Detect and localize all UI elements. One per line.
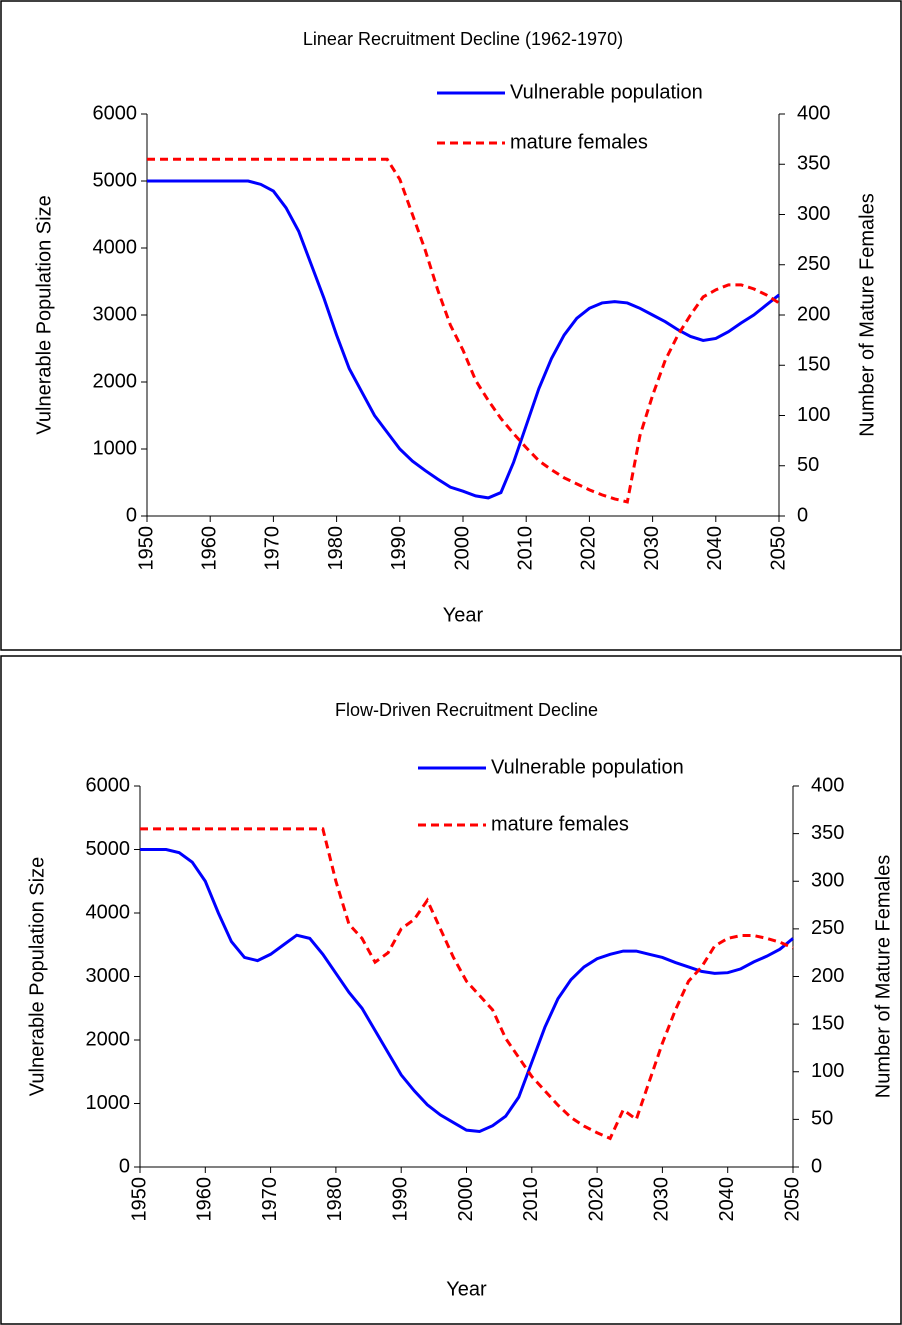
y2-tick-label: 100 — [797, 404, 830, 426]
x-tick-label: 2020 — [578, 526, 600, 571]
x-tick-label: 1970 — [262, 526, 284, 571]
y2-tick-label: 400 — [797, 102, 830, 124]
chart-title: Linear Recruitment Decline (1962-1970) — [303, 29, 623, 49]
series-line — [147, 157, 780, 504]
x-tick-label: 1970 — [259, 1177, 281, 1222]
legend-label: Vulnerable population — [510, 81, 703, 103]
y-tick-label: 1000 — [86, 1092, 131, 1114]
x-tick-label: 2010 — [520, 1177, 542, 1222]
x-tick-label: 2020 — [585, 1177, 607, 1222]
x-tick-label: 2050 — [781, 1177, 803, 1222]
y2-tick-label: 50 — [797, 454, 819, 476]
panel-border — [0, 0, 902, 651]
y2-tick-label: 400 — [811, 774, 844, 796]
x-axis-label: Year — [443, 604, 484, 626]
y2-tick-label: 300 — [811, 870, 844, 892]
y2-tick-label: 250 — [811, 917, 844, 939]
series-line — [140, 848, 794, 1133]
x-tick-label: 2050 — [767, 526, 789, 571]
x-tick-label: 2000 — [455, 1177, 477, 1222]
y2-tick-label: 350 — [811, 822, 844, 844]
x-tick-label: 1960 — [198, 526, 220, 571]
legend-label: Vulnerable population — [491, 756, 684, 778]
y2-axis-label: Number of Mature Females — [856, 193, 878, 436]
x-tick-label: 2030 — [641, 526, 663, 571]
x-tick-label: 1990 — [388, 526, 410, 571]
y2-tick-label: 300 — [797, 203, 830, 225]
x-tick-label: 2040 — [704, 526, 726, 571]
y2-tick-label: 350 — [797, 153, 830, 175]
y2-tick-label: 100 — [811, 1060, 844, 1082]
y-axis-label: Vulnerable Population Size — [33, 195, 55, 434]
x-tick-label: 1960 — [194, 1177, 216, 1222]
x-tick-label: 1950 — [128, 1177, 150, 1222]
x-tick-label: 1990 — [389, 1177, 411, 1222]
series-line — [147, 179, 780, 500]
y-tick-label: 2000 — [93, 370, 138, 392]
x-tick-label: 2040 — [716, 1177, 738, 1222]
y-tick-label: 2000 — [86, 1028, 131, 1050]
y-tick-label: 0 — [126, 504, 137, 526]
y2-tick-label: 250 — [797, 253, 830, 275]
x-tick-label: 2030 — [651, 1177, 673, 1222]
y2-tick-label: 50 — [811, 1108, 833, 1130]
y-tick-label: 3000 — [93, 303, 138, 325]
y-axis-label: Vulnerable Population Size — [26, 857, 48, 1096]
y-tick-label: 4000 — [93, 236, 138, 258]
y-tick-label: 5000 — [93, 169, 138, 191]
y2-tick-label: 150 — [797, 354, 830, 376]
y-tick-label: 5000 — [86, 838, 131, 860]
x-axis-label: Year — [446, 1278, 487, 1300]
legend-label: mature females — [510, 131, 648, 153]
x-tick-label: 1980 — [324, 1177, 346, 1222]
y-tick-label: 1000 — [93, 437, 138, 459]
y2-tick-label: 150 — [811, 1012, 844, 1034]
x-tick-label: 2000 — [451, 526, 473, 571]
x-tick-label: 2010 — [514, 526, 536, 571]
y-tick-label: 6000 — [93, 102, 138, 124]
y2-tick-label: 0 — [797, 504, 808, 526]
y2-tick-label: 200 — [797, 303, 830, 325]
y-tick-label: 4000 — [86, 901, 131, 923]
y2-axis-label: Number of Mature Females — [872, 855, 894, 1098]
chart-title: Flow-Driven Recruitment Decline — [335, 700, 598, 720]
panel-border — [0, 655, 902, 1325]
x-tick-label: 1950 — [135, 526, 157, 571]
y2-tick-label: 0 — [811, 1155, 822, 1177]
legend-label: mature females — [491, 813, 629, 835]
x-tick-label: 1980 — [325, 526, 347, 571]
y-tick-label: 6000 — [86, 774, 131, 796]
y-tick-label: 0 — [119, 1155, 130, 1177]
y-tick-label: 3000 — [86, 965, 131, 987]
series-line — [140, 827, 794, 1141]
y2-tick-label: 200 — [811, 965, 844, 987]
